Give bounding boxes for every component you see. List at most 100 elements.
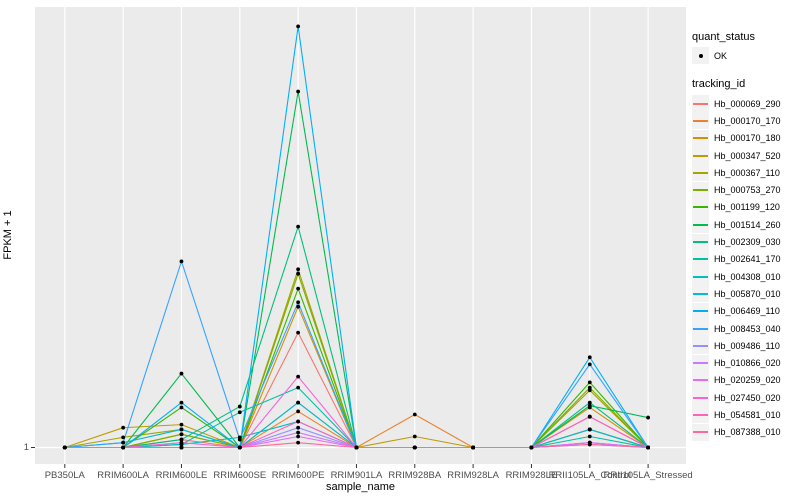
legend-item-Hb_000069_290: Hb_000069_290	[692, 95, 799, 113]
data-point	[587, 400, 592, 405]
legend-item-Hb_002309_030: Hb_002309_030	[692, 233, 799, 251]
data-point	[296, 286, 301, 291]
data-point	[179, 432, 184, 437]
legend-item-label: Hb_000367_110	[714, 167, 780, 178]
legend-item-label: OK	[714, 50, 728, 61]
legend-line-icon	[693, 379, 708, 382]
data-point	[62, 445, 67, 450]
data-point	[296, 330, 301, 335]
data-point	[412, 445, 417, 450]
legend-item-Hb_054581_010: Hb_054581_010	[692, 406, 799, 424]
data-point	[412, 412, 417, 417]
legend-item-label: Hb_001514_260	[714, 219, 781, 230]
legend-key-box	[692, 233, 709, 251]
data-point	[121, 435, 126, 440]
legend-item-Hb_000170_170: Hb_000170_170	[692, 112, 799, 130]
legend-item-ok: OK	[692, 47, 799, 64]
data-point	[296, 409, 301, 414]
point-icon	[698, 53, 703, 58]
data-point	[587, 414, 592, 419]
data-point	[296, 440, 301, 445]
data-point	[121, 445, 126, 450]
legend-item-Hb_002641_170: Hb_002641_170	[692, 250, 799, 268]
legend-item-Hb_027450_020: Hb_027450_020	[692, 389, 799, 407]
legend-key-box	[692, 198, 709, 216]
x-tick-label: RRIM928BA	[388, 470, 442, 481]
data-point	[296, 89, 301, 94]
data-point	[296, 304, 301, 309]
legend-item-label: Hb_002309_030	[714, 237, 781, 248]
legend-line-icon	[693, 275, 708, 278]
data-point	[587, 385, 592, 390]
legend-key-box	[692, 129, 709, 147]
legend-key-box	[692, 406, 709, 424]
legend-key-box	[692, 285, 709, 303]
legend-line-icon	[693, 344, 708, 347]
data-point	[179, 437, 184, 442]
data-point	[179, 371, 184, 376]
data-point	[296, 425, 301, 430]
legend-line-icon	[693, 171, 708, 174]
legend-item-label: Hb_006469_110	[714, 306, 780, 317]
data-point	[587, 355, 592, 360]
legend-line-icon	[693, 310, 708, 313]
data-point	[237, 410, 242, 415]
legend-line-icon	[693, 396, 708, 399]
legend-item-Hb_000367_110: Hb_000367_110	[692, 164, 799, 182]
data-point	[296, 24, 301, 29]
data-point	[296, 385, 301, 390]
legend-item-Hb_020259_020: Hb_020259_020	[692, 371, 799, 389]
legend-item-label: Hb_002641_170	[714, 254, 781, 265]
legend-key-box	[692, 147, 709, 165]
legend-item-Hb_006469_110: Hb_006469_110	[692, 302, 799, 320]
legend-item-label: Hb_000753_270	[714, 185, 781, 196]
data-point	[646, 445, 650, 450]
data-point	[179, 440, 184, 445]
data-point	[412, 434, 417, 439]
legend-key-box	[692, 320, 709, 337]
legend-key-box	[692, 302, 709, 320]
legend-item-Hb_087388_010: Hb_087388_010	[692, 423, 799, 441]
legend-key-box	[692, 423, 709, 441]
data-point	[296, 419, 301, 424]
data-point	[587, 403, 592, 408]
data-point	[296, 400, 301, 405]
data-point	[296, 267, 301, 272]
legend-item-Hb_005870_010: Hb_005870_010	[692, 285, 799, 303]
legend-key-box	[692, 389, 709, 407]
legend-line-icon	[693, 154, 708, 157]
x-tick-label: RRII105LA_Stressed	[603, 470, 693, 481]
legend-item-label: Hb_054581_010	[714, 409, 781, 420]
legend-item-label: Hb_087388_010	[714, 427, 781, 438]
data-point	[587, 380, 592, 385]
x-tick-label: PB350LA	[44, 470, 85, 481]
legend-key-box	[692, 337, 709, 355]
legend-key-box	[692, 354, 709, 372]
data-point	[296, 434, 301, 439]
legend-line-icon	[693, 119, 708, 122]
legend-item-label: Hb_001199_120	[714, 202, 780, 213]
data-point	[237, 445, 242, 450]
legend-line-icon	[693, 241, 708, 244]
legend: quant_status OK tracking_id Hb_000069_29…	[692, 31, 799, 441]
x-tick-label: RRIM600SE	[213, 470, 267, 481]
legend-item-label: Hb_000170_170	[714, 115, 781, 126]
data-point	[121, 425, 126, 430]
data-point	[296, 300, 301, 305]
data-point	[296, 374, 301, 379]
data-point	[354, 445, 359, 450]
legend-key-box	[692, 216, 709, 234]
legend-line-icon	[693, 258, 708, 261]
legend-item-Hb_000170_180: Hb_000170_180	[692, 129, 799, 147]
legend-item-label: Hb_010866_020	[714, 358, 781, 369]
legend-tracking-items: Hb_000069_290 Hb_000170_170 Hb_000170_180 H…	[692, 95, 799, 441]
legend-item-label: Hb_004308_010	[714, 271, 781, 282]
legend-item-Hb_008453_040: Hb_008453_040	[692, 320, 799, 337]
legend-line-icon	[693, 223, 708, 226]
legend-line-icon	[693, 292, 708, 295]
legend-item-label: Hb_000069_290	[714, 98, 781, 109]
legend-line-icon	[693, 189, 708, 192]
legend-title-quant-status: quant_status	[692, 31, 755, 43]
data-point	[179, 445, 184, 450]
